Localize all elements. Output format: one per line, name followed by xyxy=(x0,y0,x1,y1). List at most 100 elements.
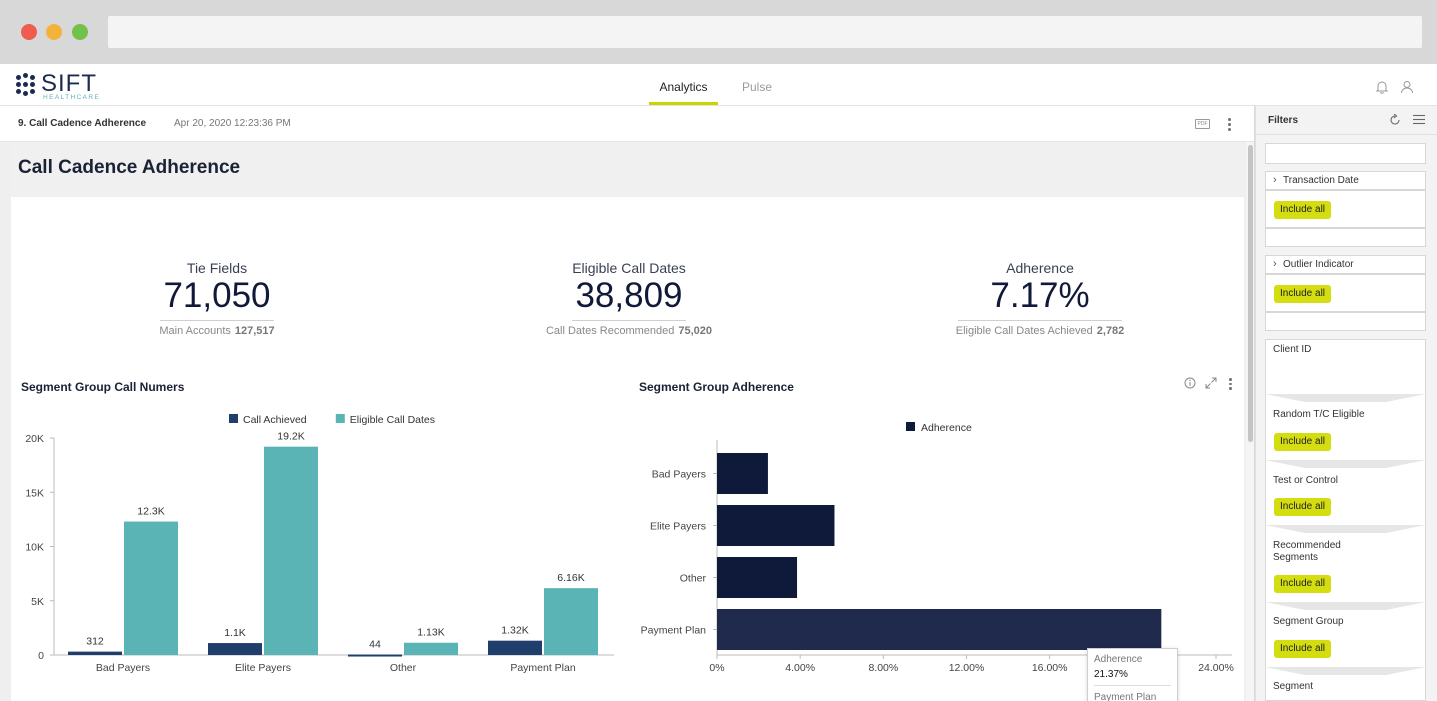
data-label: 12.3K xyxy=(137,506,164,518)
filter-divider xyxy=(1265,667,1426,675)
filter-outlier-indicator[interactable]: Outlier Indicator xyxy=(1265,255,1426,274)
y-tick-label: Bad Payers xyxy=(652,469,706,481)
y-tick-label: 5K xyxy=(31,596,44,608)
include-all-button[interactable]: Include all xyxy=(1274,201,1332,219)
filter-client-id[interactable]: Client ID xyxy=(1273,344,1312,355)
filter-box[interactable] xyxy=(1265,228,1426,247)
filter-divider xyxy=(1265,460,1426,468)
y-tick-label: Payment Plan xyxy=(641,625,707,637)
filter-segment[interactable]: Segment xyxy=(1273,681,1314,692)
filter-box[interactable] xyxy=(1265,143,1426,164)
kpi-tie-fields: Tie Fields 71,050 Main Accounts 127,517 xyxy=(87,260,347,337)
legend-label: Call Achieved xyxy=(243,414,307,426)
kpi-value: 71,050 xyxy=(163,276,271,315)
include-all-button[interactable]: Include all xyxy=(1274,640,1332,658)
kpi-subtext: Main Accounts 127,517 xyxy=(159,325,275,337)
data-label: 44 xyxy=(369,639,381,651)
kpi-value: 38,809 xyxy=(575,276,683,315)
x-tick-label: 16.00% xyxy=(1032,662,1068,674)
kpi-label: Tie Fields xyxy=(186,260,248,276)
menu-icon[interactable] xyxy=(1413,114,1425,125)
y-tick-label: 0 xyxy=(38,650,44,662)
data-label: 312 xyxy=(86,636,104,648)
x-tick-label: 4.00% xyxy=(785,662,815,674)
data-label: 1.32K xyxy=(501,625,528,637)
x-tick-label: Other xyxy=(390,662,417,674)
data-label: 1.1K xyxy=(224,627,246,639)
bar xyxy=(544,588,598,655)
bar xyxy=(124,521,178,655)
logo-dots-icon xyxy=(16,73,36,97)
bar xyxy=(717,609,1162,650)
kpi-subtext: Call Dates Recommended 75,020 xyxy=(545,325,713,337)
tooltip-series-label: Adherence xyxy=(1094,654,1143,665)
filter-divider xyxy=(1265,602,1426,610)
include-all-button[interactable]: Include all xyxy=(1274,575,1332,593)
filters-title: Filters xyxy=(1268,115,1299,126)
address-bar[interactable] xyxy=(108,16,1422,48)
kpi-subtext: Eligible Call Dates Achieved 2,782 xyxy=(955,325,1125,337)
scrollbar-thumb[interactable] xyxy=(1248,145,1253,442)
kpi-divider xyxy=(958,320,1122,321)
legend-swatch xyxy=(335,414,345,423)
window-maximize-button[interactable] xyxy=(72,24,88,40)
tooltip-value: 21.37% xyxy=(1094,669,1128,680)
tab-pulse[interactable]: Pulse xyxy=(741,80,773,94)
bar xyxy=(208,643,262,655)
filter-transaction-date[interactable]: Transaction Date xyxy=(1265,171,1426,190)
filter-recommended-segments[interactable]: Recommended Segments xyxy=(1273,540,1341,563)
filter-random-tc-eligible[interactable]: Random T/C Eligible xyxy=(1273,409,1365,420)
dashboard-more-icon[interactable] xyxy=(1228,118,1231,131)
y-tick-label: 15K xyxy=(25,487,44,499)
kpi-eligible-call-dates: Eligible Call Dates 38,809 Call Dates Re… xyxy=(499,260,759,337)
dashboard-timestamp: Apr 20, 2020 12:23:36 PM xyxy=(174,118,291,129)
bar xyxy=(404,642,458,655)
filters-header: Filters xyxy=(1256,106,1437,135)
logo-subtext: HEALTHCARE xyxy=(43,94,101,101)
x-tick-label: 0% xyxy=(709,662,724,674)
dashboard-toolbar: 9. Call Cadence Adherence Apr 20, 2020 1… xyxy=(0,106,1254,142)
filter-divider xyxy=(1265,525,1426,533)
bar xyxy=(717,505,835,546)
filters-panel: Filters Transaction Date Include all Out… xyxy=(1255,106,1437,701)
filter-segment-group[interactable]: Segment Group xyxy=(1273,616,1344,627)
kpi-divider xyxy=(572,320,686,321)
pdf-export-icon[interactable]: PDF xyxy=(1195,119,1210,129)
tab-analytics[interactable]: Analytics xyxy=(649,64,718,105)
logo-text: SIFT xyxy=(41,70,97,97)
bar xyxy=(488,640,542,655)
browser-chrome xyxy=(0,0,1437,64)
data-label: 19.2K xyxy=(277,431,304,443)
x-tick-label: Bad Payers xyxy=(96,662,150,674)
kpi-divider xyxy=(160,320,274,321)
y-tick-label: Other xyxy=(680,573,707,585)
chart-title-adherence: Segment Group Adherence xyxy=(639,380,794,394)
window-close-button[interactable] xyxy=(21,24,37,40)
call-numbers-chart: Call Achieved Eligible Call Dates 0 5K 10K 15… xyxy=(25,414,614,674)
window-minimize-button[interactable] xyxy=(46,24,62,40)
x-tick-label: 24.00% xyxy=(1198,662,1234,674)
tooltip-divider xyxy=(1094,685,1171,686)
bar xyxy=(68,651,122,655)
app-header: SIFT HEALTHCARE Analytics Pulse xyxy=(0,64,1437,106)
filter-box[interactable] xyxy=(1265,312,1426,331)
chart-more-icon[interactable] xyxy=(1229,378,1232,391)
reset-icon[interactable] xyxy=(1389,114,1401,126)
bar xyxy=(264,446,318,655)
include-all-button[interactable]: Include all xyxy=(1274,285,1332,303)
x-tick-label: 8.00% xyxy=(868,662,898,674)
filter-test-or-control[interactable]: Test or Control xyxy=(1273,475,1339,486)
sift-logo[interactable]: SIFT HEALTHCARE xyxy=(16,70,106,103)
user-icon[interactable] xyxy=(1400,80,1414,94)
info-icon[interactable] xyxy=(1184,377,1196,389)
dashboard-name: 9. Call Cadence Adherence xyxy=(18,118,147,129)
include-all-button[interactable]: Include all xyxy=(1274,498,1332,516)
include-all-button[interactable]: Include all xyxy=(1274,433,1332,451)
kpi-label: Adherence xyxy=(1006,260,1074,276)
legend-label: Eligible Call Dates xyxy=(350,414,435,426)
y-tick-label: 10K xyxy=(25,542,44,554)
expand-icon[interactable] xyxy=(1205,377,1217,389)
bell-icon[interactable] xyxy=(1375,80,1389,94)
chart-tooltip: Adherence 21.37% Payment Plan xyxy=(1087,648,1178,701)
kpi-value: 7.17% xyxy=(990,276,1090,315)
